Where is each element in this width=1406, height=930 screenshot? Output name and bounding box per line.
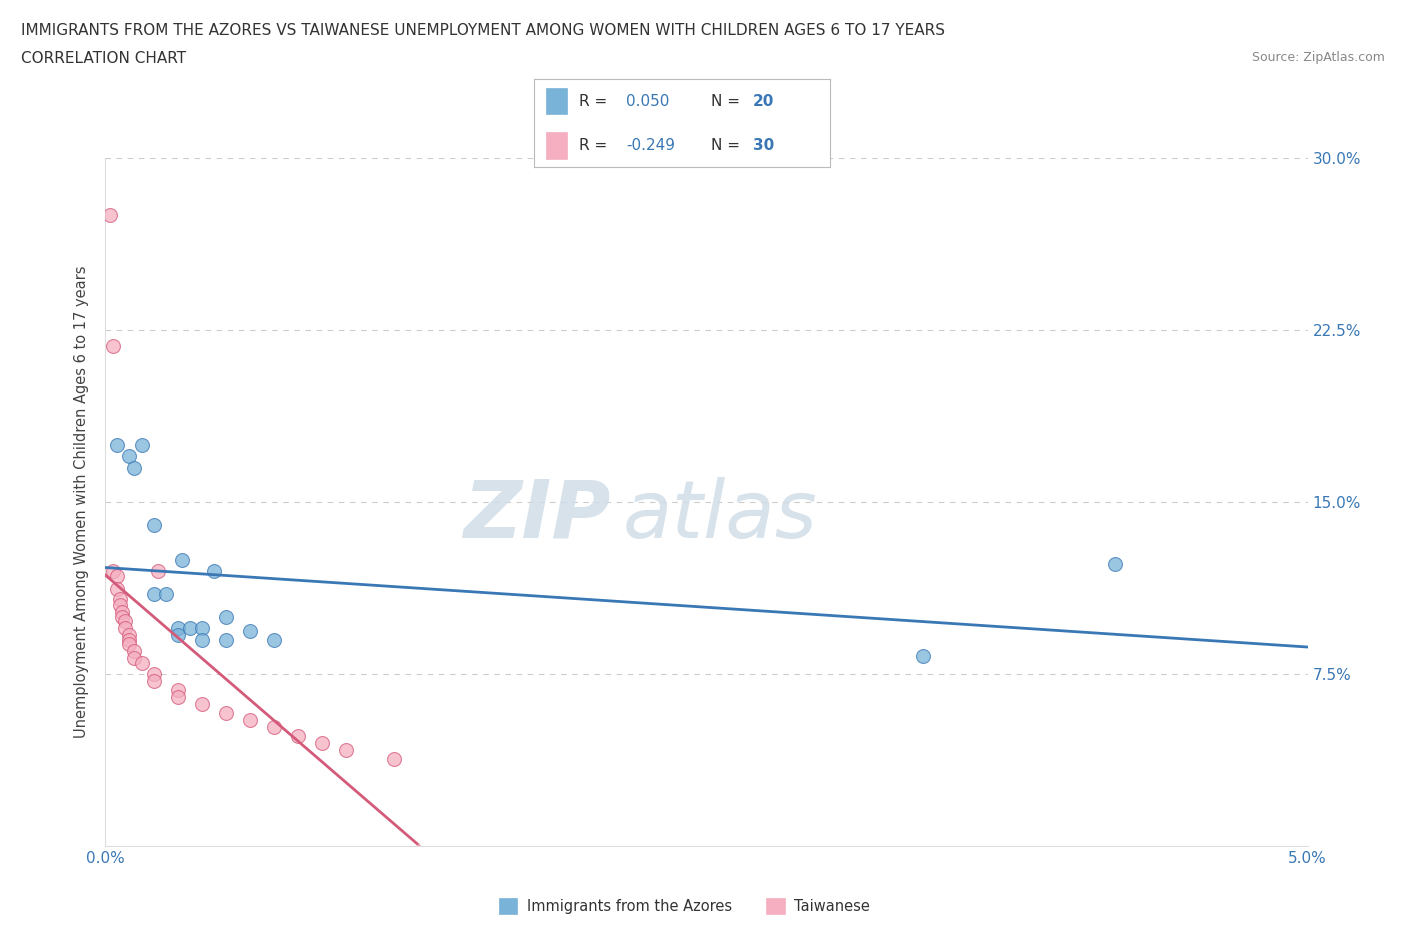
Point <box>311 736 333 751</box>
Point <box>166 621 188 636</box>
Text: 20: 20 <box>752 94 775 109</box>
Point <box>335 742 357 757</box>
Text: atlas: atlas <box>623 477 817 555</box>
Point <box>108 591 131 606</box>
Point <box>214 706 236 721</box>
Text: Immigrants from the Azores: Immigrants from the Azores <box>527 899 733 914</box>
Point <box>107 582 129 597</box>
Text: CORRELATION CHART: CORRELATION CHART <box>21 51 186 66</box>
Text: 0.050: 0.050 <box>626 94 669 109</box>
Point <box>911 648 934 663</box>
Point <box>118 637 141 652</box>
Point <box>155 587 177 602</box>
Text: IMMIGRANTS FROM THE AZORES VS TAIWANESE UNEMPLOYMENT AMONG WOMEN WITH CHILDREN A: IMMIGRANTS FROM THE AZORES VS TAIWANESE … <box>21 23 945 38</box>
Point <box>239 623 262 638</box>
Text: N =: N = <box>711 94 745 109</box>
Point <box>131 437 153 452</box>
Text: 30: 30 <box>752 138 775 153</box>
Text: Source: ZipAtlas.com: Source: ZipAtlas.com <box>1251 51 1385 64</box>
Bar <box>546 88 567 114</box>
Point <box>166 683 188 698</box>
Text: R =: R = <box>579 94 612 109</box>
Point <box>101 339 124 353</box>
Point <box>101 564 124 578</box>
Text: ZIP: ZIP <box>463 477 610 555</box>
Point <box>118 449 141 464</box>
Text: N =: N = <box>711 138 745 153</box>
Point <box>107 568 129 583</box>
Text: Taiwanese: Taiwanese <box>794 899 870 914</box>
Point <box>118 628 141 643</box>
Text: -0.249: -0.249 <box>626 138 675 153</box>
Point <box>166 690 188 705</box>
Point <box>214 632 236 647</box>
Point <box>142 667 165 682</box>
Point <box>190 621 212 636</box>
Point <box>111 604 134 619</box>
Point <box>263 632 285 647</box>
Point <box>1104 557 1126 572</box>
Point <box>124 460 146 475</box>
Point <box>172 552 194 567</box>
Point <box>111 609 134 624</box>
Point <box>131 656 153 671</box>
Point <box>190 697 212 711</box>
Point <box>98 208 121 223</box>
Point <box>114 614 136 629</box>
Point <box>124 651 146 666</box>
Point <box>239 712 262 727</box>
Point <box>114 621 136 636</box>
Point <box>142 673 165 688</box>
Point <box>142 518 165 533</box>
Y-axis label: Unemployment Among Women with Children Ages 6 to 17 years: Unemployment Among Women with Children A… <box>75 266 90 738</box>
Point <box>179 621 201 636</box>
Point <box>118 632 141 647</box>
Point <box>108 598 131 613</box>
Text: R =: R = <box>579 138 612 153</box>
Point <box>214 609 236 624</box>
Point <box>148 564 170 578</box>
Point <box>166 628 188 643</box>
Point <box>190 632 212 647</box>
Point <box>107 437 129 452</box>
Point <box>287 729 309 744</box>
Point <box>202 564 225 578</box>
Point <box>142 587 165 602</box>
Bar <box>546 132 567 159</box>
Point <box>382 751 405 766</box>
Point <box>263 720 285 735</box>
Point <box>124 644 146 658</box>
